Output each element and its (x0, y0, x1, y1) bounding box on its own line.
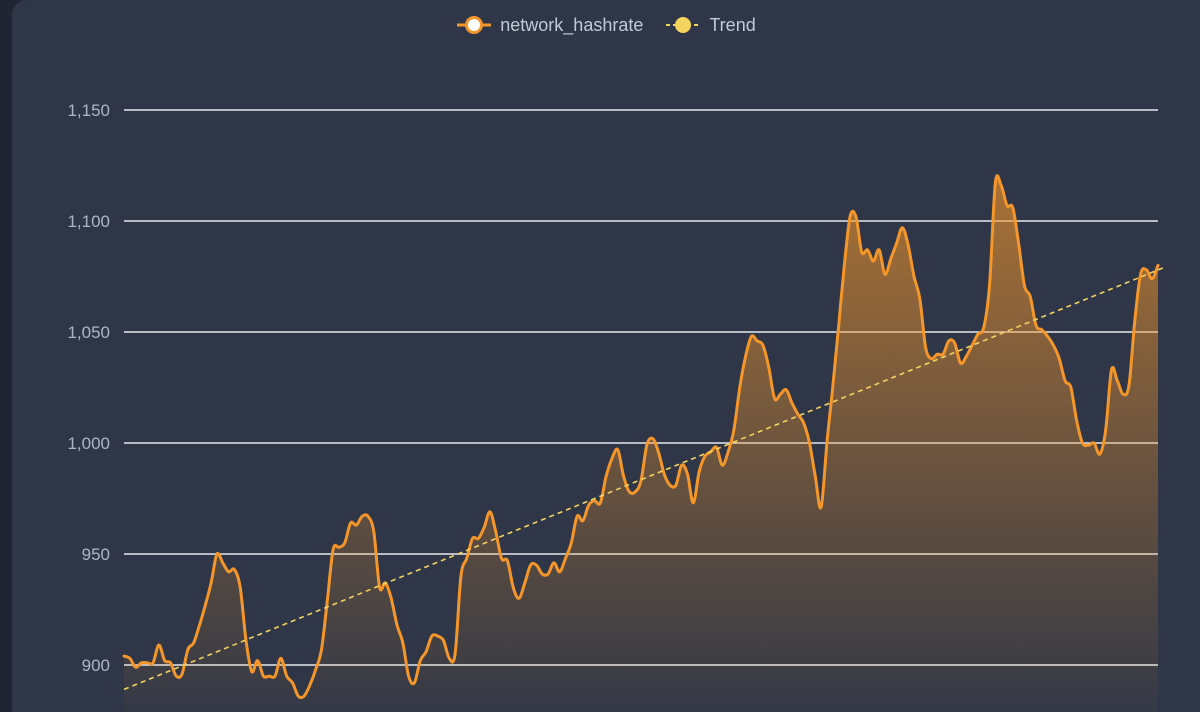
trend-dashed-circle-icon (666, 17, 701, 33)
legend-label-trend: Trend (709, 14, 756, 35)
series-area-network-hashrate (124, 175, 1158, 712)
legend-item-trend[interactable]: Trend (665, 14, 756, 36)
y-tick-label: 950 (82, 545, 110, 564)
legend: network_hashrate Trend (12, 14, 1200, 36)
legend-label-network-hashrate: network_hashrate (500, 14, 644, 35)
y-tick-label: 1,150 (67, 101, 110, 120)
y-tick-label: 1,050 (67, 323, 110, 342)
trend-line (123, 266, 1165, 691)
y-tick-label: 900 (82, 656, 110, 675)
y-tick-label: 1,000 (67, 434, 110, 453)
series-line-network-hashrate (122, 174, 1160, 700)
y-tick-label: 1,100 (67, 212, 110, 231)
legend-item-network-hashrate[interactable]: network_hashrate (456, 14, 643, 36)
series-line-circle-icon (457, 16, 492, 34)
